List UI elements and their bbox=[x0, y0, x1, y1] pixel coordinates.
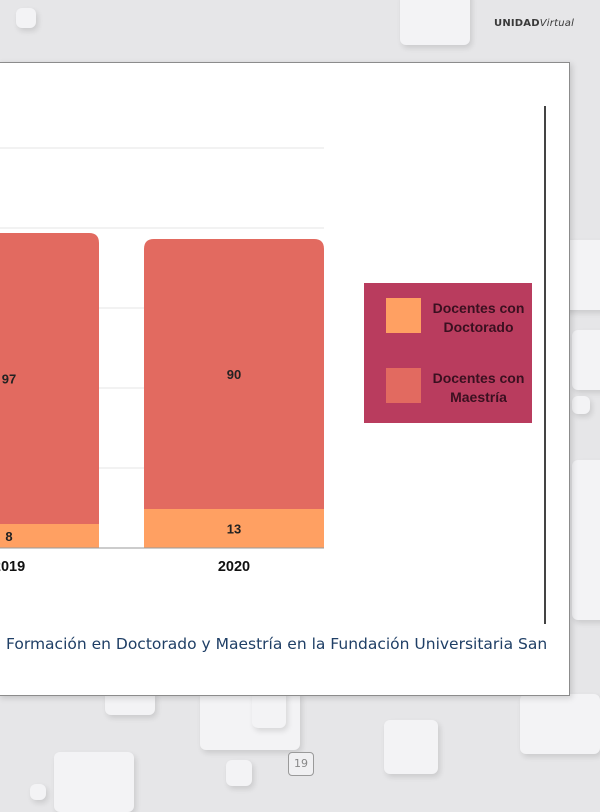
chart-legend: Docentes con Doctorado Docentes con Maes… bbox=[364, 283, 532, 423]
x-tick-label: 2020 bbox=[218, 559, 250, 575]
background-tile bbox=[54, 752, 134, 812]
background-tile bbox=[16, 8, 36, 28]
brand-logo: UNIDADVirtual bbox=[494, 18, 574, 29]
background-tile bbox=[572, 460, 600, 620]
data-label-maestria: 97 bbox=[2, 372, 16, 387]
background-tile bbox=[572, 330, 600, 390]
bar-segment-doctorado bbox=[144, 509, 324, 548]
slide-card: 97 8 2019 90 13 2020 Docentes con Doctorado D… bbox=[0, 62, 570, 696]
background-tile bbox=[572, 396, 590, 414]
legend-label-maestria: Docentes con Maestría bbox=[426, 369, 531, 407]
brand-bold: UNIDAD bbox=[494, 18, 540, 29]
figure-caption: Formación en Doctorado y Maestría en la … bbox=[6, 635, 548, 653]
legend-label-line2: Maestría bbox=[450, 389, 507, 405]
legend-label-doctorado: Docentes con Doctorado bbox=[426, 299, 531, 337]
vertical-divider bbox=[544, 106, 546, 624]
background-tile bbox=[30, 784, 46, 800]
brand-light: Virtual bbox=[539, 18, 575, 29]
data-label-doctorado: 13 bbox=[227, 522, 241, 537]
page-number: 19 bbox=[288, 752, 314, 776]
bar-segment-doctorado bbox=[0, 524, 99, 548]
bar-segment-maestria bbox=[0, 233, 99, 524]
bar-chart: 97 8 2019 90 13 2020 bbox=[0, 147, 324, 575]
data-label-doctorado: 8 bbox=[5, 529, 12, 544]
background-tile bbox=[520, 694, 600, 754]
data-label-maestria: 90 bbox=[227, 367, 241, 382]
legend-label-line1: Docentes con bbox=[432, 370, 525, 386]
background-tile bbox=[400, 0, 470, 45]
bar-segment-maestria bbox=[144, 239, 324, 509]
background-tile bbox=[226, 760, 252, 786]
x-tick-label: 2019 bbox=[0, 559, 25, 575]
background-tile bbox=[252, 690, 286, 728]
legend-label-line1: Docentes con bbox=[432, 300, 525, 316]
background-tile bbox=[384, 720, 438, 774]
legend-label-line2: Doctorado bbox=[443, 319, 514, 335]
legend-swatch-maestria bbox=[386, 368, 421, 403]
legend-swatch-doctorado bbox=[386, 298, 421, 333]
